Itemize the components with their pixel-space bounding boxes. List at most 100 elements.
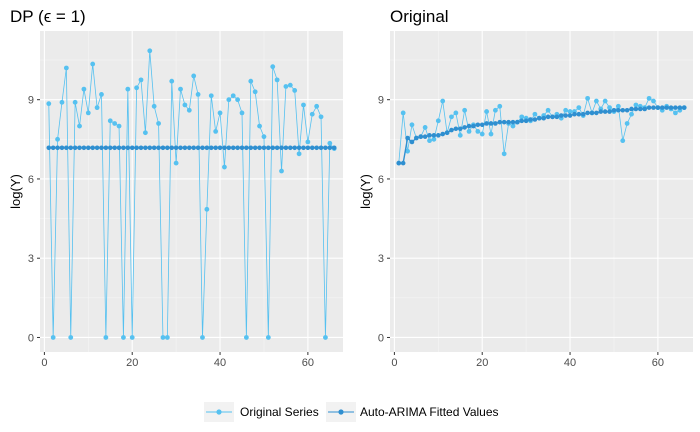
data-point [620, 138, 626, 144]
data-point [580, 111, 586, 117]
data-point [572, 111, 577, 117]
data-point [160, 335, 166, 340]
data-point [213, 145, 218, 151]
data-point [138, 77, 144, 83]
plot-background [390, 31, 693, 352]
data-point [50, 145, 56, 151]
data-point [484, 109, 490, 114]
data-point [453, 110, 459, 116]
data-point [305, 145, 311, 151]
data-point [230, 93, 236, 99]
data-point [506, 119, 511, 125]
data-point [182, 145, 188, 151]
data-point [528, 117, 533, 122]
data-point [466, 129, 472, 134]
data-point [449, 127, 454, 133]
y-tick-label: 3 [378, 253, 384, 265]
data-point [125, 145, 131, 151]
data-point [77, 145, 82, 151]
data-point [537, 115, 542, 121]
data-point [239, 145, 245, 151]
data-point [589, 110, 595, 116]
y-axis-label: log(Y) [358, 174, 373, 209]
data-point [510, 123, 516, 129]
data-point [274, 145, 280, 151]
data-point [72, 145, 78, 151]
data-point [638, 106, 643, 112]
data-point [64, 145, 69, 151]
data-point [292, 88, 298, 93]
data-point [323, 335, 328, 340]
data-point [151, 103, 157, 109]
data-point [147, 145, 153, 151]
series-original [396, 95, 687, 166]
data-point [314, 103, 320, 109]
data-point [501, 151, 507, 157]
panel-title: Original [390, 7, 449, 26]
data-point [479, 122, 485, 128]
data-point [422, 134, 428, 139]
data-point [492, 107, 498, 113]
data-point [147, 48, 153, 54]
data-point [435, 118, 441, 124]
data-point [182, 102, 188, 108]
data-point [301, 145, 306, 151]
y-axis-label: log(Y) [8, 174, 23, 209]
data-point [142, 130, 148, 136]
data-point [677, 105, 683, 110]
data-point [55, 136, 60, 142]
data-point [400, 110, 406, 116]
data-point [453, 126, 459, 132]
data-point [501, 119, 507, 125]
data-point [283, 84, 289, 89]
data-point [629, 111, 634, 117]
data-point [405, 135, 410, 141]
data-point [673, 110, 678, 116]
data-point [545, 107, 551, 113]
data-point [409, 122, 415, 128]
data-point [107, 118, 113, 124]
data-point [226, 145, 232, 151]
data-point [261, 145, 267, 151]
legend-key-point [216, 409, 222, 415]
data-point [309, 111, 315, 117]
data-point [314, 145, 319, 151]
data-point [318, 145, 324, 151]
data-point [46, 145, 52, 151]
data-point [248, 78, 254, 84]
data-point [59, 99, 65, 105]
data-point [121, 145, 126, 151]
data-point [681, 105, 687, 110]
data-point [99, 92, 104, 97]
x-tick-label: 60 [652, 357, 664, 369]
data-point [602, 98, 608, 104]
x-tick-label: 20 [476, 357, 488, 369]
data-point [327, 140, 333, 146]
y-tick-label: 0 [28, 332, 34, 344]
data-point [55, 145, 60, 151]
data-point [244, 145, 249, 151]
data-point [563, 113, 568, 118]
data-point [427, 138, 432, 144]
data-point [204, 145, 210, 151]
x-tick-label: 0 [41, 357, 47, 369]
data-point [99, 145, 104, 151]
data-point [585, 95, 591, 101]
data-point [576, 105, 582, 111]
data-point [515, 119, 520, 125]
data-point [86, 145, 91, 151]
data-point [151, 145, 157, 151]
data-point [222, 145, 227, 151]
data-point [409, 139, 415, 145]
data-point [173, 160, 179, 166]
data-point [436, 133, 441, 138]
data-point [655, 105, 661, 110]
data-point [50, 335, 56, 340]
panel-2: 0 20 40 60 0 3 6 9 Original log(Y) [358, 7, 693, 369]
data-point [200, 335, 205, 340]
data-point [497, 103, 503, 109]
data-point [165, 145, 170, 151]
x-tick-label: 40 [564, 357, 576, 369]
